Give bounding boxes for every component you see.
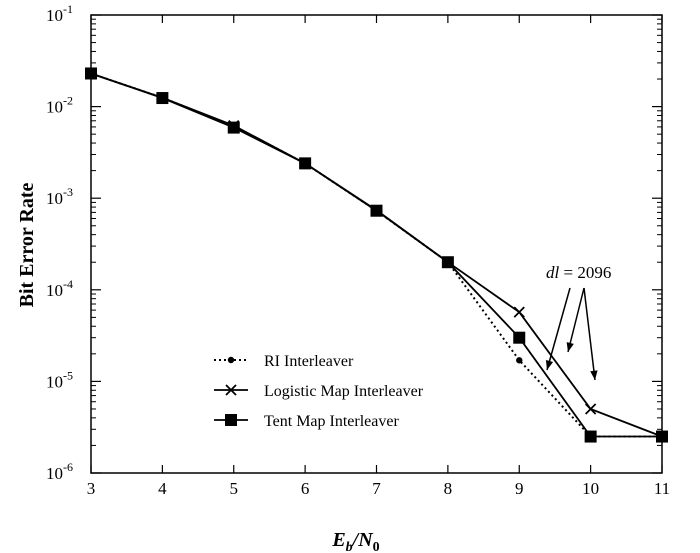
annotation: dl = 2096 (545, 263, 611, 381)
arrow-head (545, 360, 554, 370)
marker-stroke (513, 306, 525, 318)
plot-frame (90, 14, 663, 474)
y-tick-label: 10-1 (46, 2, 73, 25)
annotation-label: dl = 2096 (546, 263, 611, 282)
y-tick-label: 10-5 (46, 368, 73, 391)
legend-label: RI Interleaver (264, 353, 354, 370)
x-tick-label: 5 (230, 479, 239, 498)
legend-marker (227, 356, 235, 364)
data-point (370, 204, 383, 217)
y-tick-label: 10-3 (46, 185, 73, 208)
legend: RI Interleaver Logistic Map Interleaver Te… (214, 353, 424, 430)
annotation-arrow (545, 287, 571, 371)
marker-stroke (584, 403, 597, 415)
legend-marker (225, 414, 237, 426)
data-point (299, 157, 312, 170)
y-tick-label: 10-4 (46, 277, 73, 300)
x-tick-label: 10 (582, 479, 599, 498)
y-axis-ticks: 10-6 10-5 10-4 10-3 10-2 10-1 (46, 2, 662, 483)
arrow-head (566, 342, 574, 352)
x-axis-title: Eb/N0 (331, 529, 379, 553)
x-tick-label: 9 (515, 479, 524, 498)
x-tick-label: 4 (158, 479, 167, 498)
data-point (516, 357, 523, 364)
series-tent-map-interleaver (85, 67, 668, 443)
x-tick-label: 11 (654, 479, 670, 498)
arrow-head (590, 370, 598, 380)
series-layer (85, 67, 668, 443)
y-tick-label: 10-6 (46, 460, 73, 483)
data-point (513, 306, 525, 318)
x-tick-label: 6 (301, 479, 310, 498)
data-point (584, 430, 597, 443)
data-point (156, 92, 169, 105)
arrow-shaft (567, 287, 585, 353)
x-axis-ticks: 3 4 5 6 7 8 9 10 11 (87, 15, 670, 498)
plot-area (90, 14, 663, 474)
data-point (441, 256, 454, 269)
data-point (584, 403, 597, 415)
annotation-arrow (566, 287, 585, 353)
legend-label: Tent Map Interleaver (264, 413, 399, 430)
data-point (513, 331, 526, 344)
arrow-shaft (583, 287, 596, 381)
x-tick-label: 8 (444, 479, 453, 498)
legend-label: Logistic Map Interleaver (264, 383, 424, 400)
annotation-arrow (583, 287, 598, 381)
data-point (656, 430, 668, 443)
y-axis-title: Bit Error Rate (16, 182, 38, 307)
legend-marker (225, 384, 237, 396)
data-point (227, 121, 240, 134)
x-tick-label: 7 (372, 479, 381, 498)
arrow-shaft (546, 287, 571, 371)
marker-stroke (225, 384, 237, 396)
y-tick-label: 10-2 (46, 94, 73, 117)
x-tick-label: 3 (87, 479, 96, 498)
data-point (85, 67, 97, 80)
